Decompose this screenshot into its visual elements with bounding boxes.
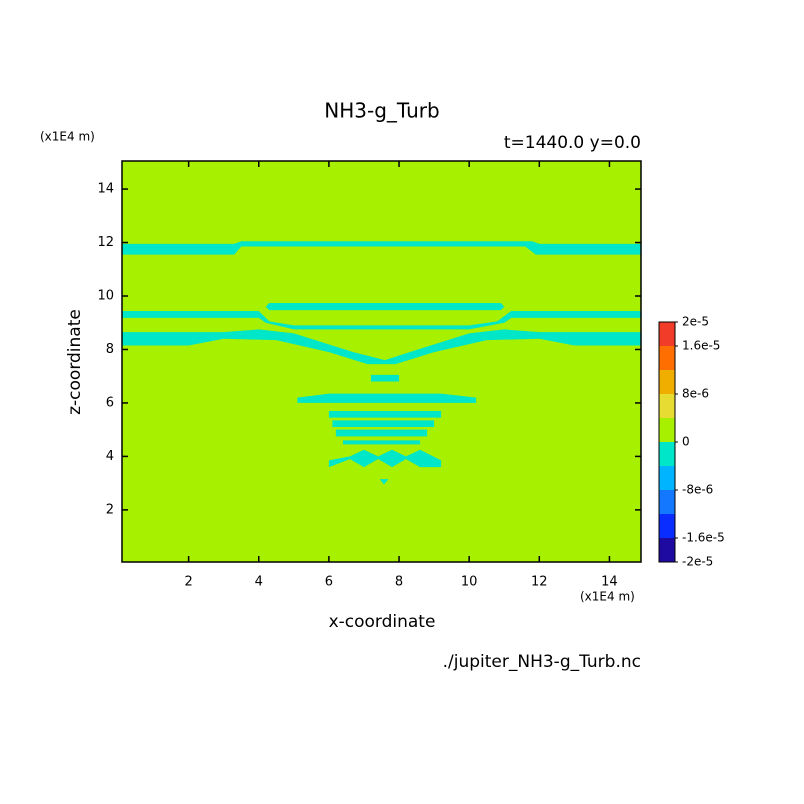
colorbar-segment xyxy=(659,346,675,370)
colorbar-label: 8e-6 xyxy=(682,387,709,401)
y-tick-label: 14 xyxy=(97,182,114,197)
x-axis-label: x-coordinate xyxy=(329,612,436,632)
colorbar-label: -1.6e-5 xyxy=(682,531,725,545)
colorbar-label: 1.6e-5 xyxy=(682,339,720,353)
contour-region xyxy=(297,393,477,403)
subtitle: t=1440.0 y=0.0 xyxy=(504,133,641,153)
colorbar-segment xyxy=(659,538,675,562)
contour-region xyxy=(370,374,400,382)
x-tick-label: 10 xyxy=(461,575,478,590)
contour-region xyxy=(122,329,641,365)
colorbar-segment xyxy=(659,466,675,490)
contour-region xyxy=(122,241,641,255)
colorbar-segment xyxy=(659,370,675,394)
contour-region xyxy=(379,479,389,485)
x-tick-label: 4 xyxy=(255,575,263,590)
y-unit: (x1E4 m) xyxy=(40,130,95,144)
contour-region xyxy=(122,310,641,330)
colorbar-segment xyxy=(659,418,675,442)
colorbar-label: -2e-5 xyxy=(682,555,713,569)
x-tick-label: 8 xyxy=(395,575,403,590)
source-file: ./jupiter_NH3-g_Turb.nc xyxy=(443,652,641,672)
colorbar-segment xyxy=(659,442,675,466)
x-tick-label: 14 xyxy=(601,575,618,590)
colorbar-label: 2e-5 xyxy=(682,315,709,329)
y-tick-label: 8 xyxy=(106,342,114,357)
y-tick-label: 6 xyxy=(106,395,114,410)
x-tick-label: 12 xyxy=(531,575,548,590)
chart-title: NH3-g_Turb xyxy=(324,99,439,123)
colorbar-segment xyxy=(659,514,675,538)
contour-region xyxy=(328,449,442,468)
x-unit: (x1E4 m) xyxy=(580,590,635,604)
colorbar-segment xyxy=(659,394,675,418)
y-tick-label: 4 xyxy=(106,449,114,464)
y-tick-label: 10 xyxy=(97,289,114,304)
x-tick-label: 2 xyxy=(184,575,192,590)
colorbar-segment xyxy=(659,322,675,346)
y-tick-label: 2 xyxy=(106,502,114,517)
contour-region xyxy=(335,429,428,437)
contour-region xyxy=(328,410,442,418)
x-tick-label: 6 xyxy=(325,575,333,590)
contour-region xyxy=(265,302,505,311)
y-tick-label: 12 xyxy=(97,235,114,250)
plot-frame xyxy=(121,160,642,563)
colorbar-label: -8e-6 xyxy=(682,483,713,497)
colorbar-segment xyxy=(659,490,675,514)
colorbar-label: 0 xyxy=(682,435,690,449)
y-axis-label: z-coordinate xyxy=(65,309,85,415)
contour-region xyxy=(342,440,421,445)
contour-region xyxy=(332,420,435,427)
